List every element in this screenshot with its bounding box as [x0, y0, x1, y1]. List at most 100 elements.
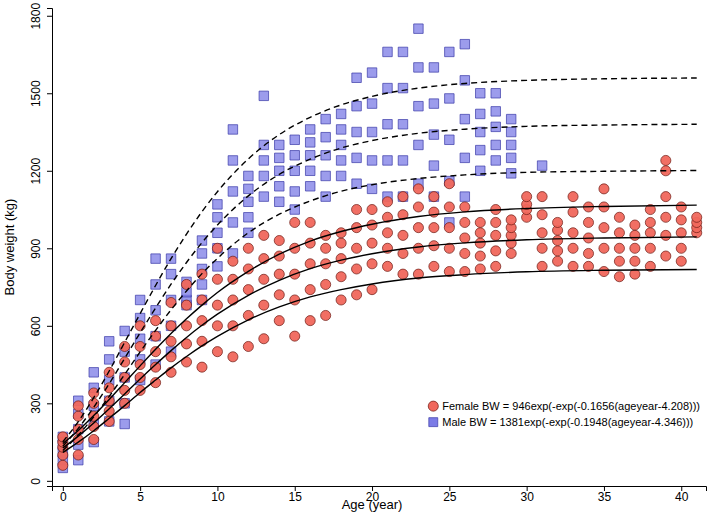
point — [630, 256, 640, 266]
y-tick: 0 — [29, 478, 52, 485]
point — [506, 140, 515, 149]
point — [398, 47, 407, 56]
point — [599, 266, 609, 276]
point — [568, 207, 578, 217]
point — [151, 347, 161, 357]
x-tick-label: 15 — [289, 490, 303, 504]
legend-marker — [429, 418, 438, 427]
point — [274, 316, 284, 326]
point — [290, 151, 299, 160]
point — [537, 243, 547, 253]
point — [290, 331, 300, 341]
point — [645, 243, 655, 253]
legend-item: Male BW = 1381exp(-exp(-0.1948(ageyear-4… — [429, 416, 693, 428]
x-tick: 0 — [60, 486, 67, 504]
point — [352, 101, 361, 110]
y-tick: 1800 — [29, 3, 52, 30]
point — [398, 269, 408, 279]
y-tick-label: 900 — [29, 238, 43, 258]
point — [244, 184, 253, 193]
point — [383, 156, 392, 165]
x-tick-label: 40 — [675, 490, 689, 504]
point — [259, 230, 269, 240]
point — [491, 140, 500, 149]
point — [166, 321, 175, 330]
point — [197, 336, 207, 346]
point — [460, 248, 470, 258]
point — [429, 223, 439, 233]
point — [321, 132, 330, 141]
point — [367, 127, 376, 136]
point — [398, 192, 407, 201]
point — [352, 204, 362, 214]
y-tick: 600 — [29, 316, 52, 336]
point — [614, 272, 624, 282]
point — [135, 372, 145, 382]
point — [676, 228, 686, 238]
point — [259, 274, 269, 284]
point — [120, 419, 129, 428]
point — [197, 362, 207, 372]
point — [321, 171, 330, 180]
point — [212, 274, 222, 284]
point — [228, 218, 237, 227]
point — [460, 114, 469, 123]
point — [382, 197, 392, 207]
point — [445, 94, 454, 103]
y-tick-mark — [47, 171, 52, 172]
x-tick-label: 0 — [60, 490, 67, 504]
point — [290, 217, 300, 227]
x-tick: 30 — [520, 486, 534, 504]
point — [491, 156, 500, 165]
point — [630, 220, 640, 230]
point — [259, 91, 268, 100]
point — [275, 197, 284, 206]
y-tick-mark — [47, 16, 52, 17]
point — [120, 357, 130, 367]
point — [352, 264, 362, 274]
chart: 05101520253035400300600900120015001800Fe… — [0, 0, 709, 512]
point — [120, 341, 130, 351]
point — [181, 300, 191, 310]
point — [259, 156, 268, 165]
y-tick-label: 1800 — [29, 3, 43, 30]
y-axis-title: Body weight (kg) — [2, 199, 17, 296]
point — [367, 156, 376, 165]
point — [645, 217, 655, 227]
point — [413, 202, 423, 212]
x-tick: 5 — [137, 486, 144, 504]
point — [352, 153, 361, 162]
point — [475, 228, 485, 238]
point — [553, 217, 563, 227]
point — [352, 127, 361, 136]
point — [491, 230, 501, 240]
y-tick: 1500 — [29, 80, 52, 107]
point — [476, 109, 485, 118]
point — [212, 347, 222, 357]
y-tick: 900 — [29, 238, 52, 258]
point — [476, 89, 485, 98]
point — [429, 99, 438, 108]
point — [444, 223, 454, 233]
point — [228, 256, 238, 266]
point — [614, 256, 624, 266]
point — [383, 83, 392, 92]
point — [583, 248, 593, 258]
point — [398, 230, 408, 240]
point — [275, 182, 284, 191]
point — [444, 179, 454, 189]
point — [429, 261, 439, 271]
point — [614, 243, 624, 253]
point — [73, 450, 83, 460]
point — [661, 212, 671, 222]
point — [522, 192, 532, 202]
point — [305, 182, 314, 191]
point — [568, 228, 578, 238]
point — [537, 210, 547, 220]
point — [476, 145, 485, 154]
point — [336, 171, 345, 180]
point — [120, 326, 129, 335]
y-tick-label: 1500 — [29, 80, 43, 107]
x-tick: 10 — [211, 486, 225, 504]
x-tick-label: 35 — [598, 490, 612, 504]
